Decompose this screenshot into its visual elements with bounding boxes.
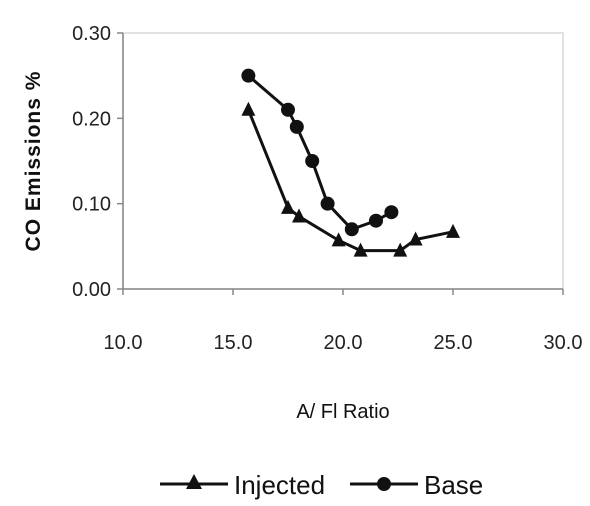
x-tick-label: 20.0: [324, 332, 363, 354]
data-point: [384, 205, 399, 220]
tick-labels: 10.0 15.0 20.0 25.0 30.0 0.00 0.10 0.20 0.30: [72, 23, 582, 354]
data-point: [369, 213, 383, 228]
x-tick-label: 25.0: [434, 332, 473, 354]
x-tick-label: 15.0: [214, 332, 253, 354]
legend-label-injected: Injected: [234, 470, 325, 500]
y-axis-title: CO Emissions %: [22, 71, 45, 252]
legend: Injected Base: [160, 470, 483, 500]
data-point: [281, 199, 295, 214]
legend-marker-base: [377, 477, 391, 491]
x-axis-title: A/ Fl Ratio: [296, 401, 389, 423]
series-injected: [241, 101, 460, 257]
y-tick-label: 0.10: [72, 194, 111, 216]
data-point: [241, 101, 256, 116]
plot-area: [122, 32, 564, 290]
data-point: [320, 196, 335, 211]
data-point: [344, 222, 359, 237]
x-tick-label: 30.0: [544, 332, 583, 354]
data-point: [281, 102, 295, 117]
data-point: [331, 232, 346, 247]
data-point: [292, 208, 306, 223]
data-point: [446, 223, 460, 238]
data-point: [408, 231, 423, 246]
data-point: [353, 242, 368, 257]
y-tick-label: 0.20: [72, 108, 111, 130]
legend-marker-injected: [186, 474, 202, 489]
data-point: [241, 68, 256, 83]
y-tick-label: 0.00: [72, 279, 111, 301]
y-tick-label: 0.30: [72, 23, 111, 45]
data-point: [305, 154, 320, 168]
data-point: [393, 242, 408, 257]
legend-label-base: Base: [424, 470, 483, 500]
x-tick-label: 10.0: [104, 332, 143, 354]
series-base: [241, 68, 399, 237]
data-point: [289, 119, 304, 134]
series-layer: [241, 68, 460, 257]
